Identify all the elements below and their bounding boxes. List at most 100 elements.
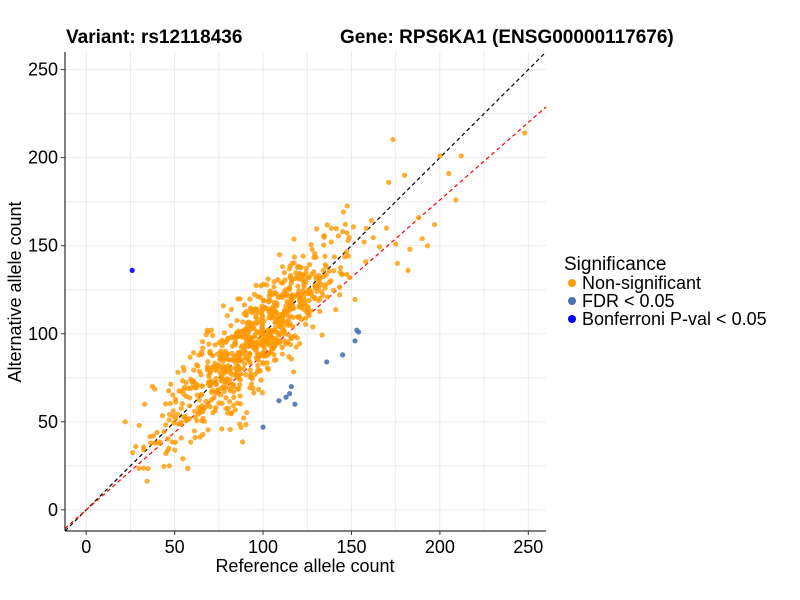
- point-non-significant: [150, 433, 157, 439]
- point-non-significant: [237, 401, 244, 407]
- point-non-significant: [279, 351, 286, 357]
- point-non-significant: [206, 341, 212, 347]
- point-non-significant: [244, 409, 250, 416]
- legend: Significance Non-significant FDR < 0.05 …: [564, 254, 767, 329]
- point-non-significant: [325, 294, 331, 300]
- point-non-significant: [226, 357, 232, 363]
- point-non-significant: [199, 383, 205, 389]
- grid: [65, 52, 546, 531]
- point-non-significant: [259, 390, 266, 396]
- point-non-significant: [284, 298, 290, 305]
- point-non-significant: [431, 221, 438, 228]
- point-non-significant: [178, 405, 184, 411]
- point-non-significant: [228, 323, 234, 329]
- point-non-significant: [264, 338, 271, 344]
- point-non-significant: [272, 324, 279, 330]
- point-non-significant: [282, 288, 288, 294]
- point-non-significant: [275, 330, 281, 337]
- point-bonferroni-p-val-0-05: [129, 267, 135, 273]
- point-non-significant: [248, 381, 255, 387]
- point-non-significant: [194, 362, 200, 368]
- point-non-significant: [242, 348, 248, 355]
- point-non-significant: [328, 239, 334, 245]
- point-non-significant: [267, 297, 273, 303]
- point-non-significant: [237, 393, 243, 399]
- point-non-significant: [363, 225, 369, 231]
- point-non-significant: [227, 426, 233, 433]
- point-non-significant: [331, 254, 337, 260]
- point-non-significant: [237, 349, 243, 355]
- point-non-significant: [302, 321, 309, 327]
- point-non-significant: [255, 319, 261, 325]
- point-non-significant: [231, 383, 237, 390]
- point-non-significant: [321, 233, 327, 239]
- legend-key-bonferroni: [568, 315, 576, 323]
- point-non-significant: [163, 450, 169, 457]
- point-non-significant: [219, 337, 225, 343]
- point-non-significant: [247, 359, 253, 366]
- x-tick-label: 200: [425, 537, 455, 557]
- point-non-significant: [344, 203, 350, 209]
- point-non-significant: [340, 209, 347, 215]
- point-non-significant: [291, 305, 297, 312]
- legend-key-fdr: [568, 297, 576, 305]
- point-non-significant: [273, 290, 279, 297]
- point-non-significant: [218, 348, 224, 354]
- point-non-significant: [317, 308, 323, 314]
- point-non-significant: [229, 350, 235, 357]
- point-non-significant: [302, 315, 309, 321]
- chart-title-gene: Gene: RPS6KA1 (ENSG00000117676): [340, 27, 674, 48]
- legend-title: Significance: [564, 254, 666, 275]
- point-non-significant: [224, 410, 231, 416]
- point-non-significant: [446, 170, 452, 177]
- point-non-significant: [223, 395, 229, 401]
- point-non-significant: [187, 354, 193, 360]
- point-non-significant: [250, 342, 256, 348]
- point-non-significant: [363, 258, 369, 265]
- point-non-significant: [213, 375, 219, 382]
- point-non-significant: [286, 266, 292, 272]
- point-non-significant: [345, 237, 351, 244]
- point-non-significant: [166, 388, 172, 394]
- point-non-significant: [361, 239, 367, 245]
- point-non-significant: [220, 303, 227, 309]
- point-non-significant: [239, 439, 246, 445]
- point-non-significant: [298, 264, 304, 271]
- point-non-significant: [190, 350, 197, 356]
- point-non-significant: [188, 439, 194, 445]
- point-non-significant: [280, 280, 286, 286]
- point-non-significant: [209, 332, 216, 339]
- y-tick-label: 0: [48, 500, 58, 520]
- point-non-significant: [255, 357, 262, 363]
- point-non-significant: [394, 260, 401, 266]
- point-non-significant: [319, 289, 325, 295]
- point-non-significant: [233, 373, 239, 379]
- point-non-significant: [218, 373, 225, 379]
- point-non-significant: [265, 351, 272, 357]
- point-non-significant: [248, 309, 255, 316]
- point-non-significant: [229, 410, 235, 416]
- axes: 0 50 100 150 200 250 0 50 100 150 200 250: [28, 52, 546, 557]
- point-non-significant: [324, 222, 330, 228]
- point-non-significant: [175, 369, 181, 375]
- point-non-significant: [288, 298, 294, 304]
- point-non-significant: [268, 311, 274, 317]
- point-non-significant: [262, 305, 269, 312]
- point-non-significant: [141, 444, 147, 450]
- point-non-significant: [198, 372, 204, 378]
- point-non-significant: [269, 329, 275, 335]
- point-non-significant: [250, 385, 256, 391]
- point-non-significant: [161, 463, 167, 470]
- point-non-significant: [191, 367, 197, 373]
- point-non-significant: [305, 304, 311, 310]
- point-non-significant: [241, 302, 248, 308]
- point-non-significant: [166, 463, 172, 469]
- legend-label-non-significant: Non-significant: [582, 273, 701, 293]
- point-non-significant: [303, 269, 309, 276]
- point-non-significant: [231, 394, 237, 401]
- point-non-significant: [320, 267, 326, 273]
- point-non-significant: [218, 378, 224, 384]
- point-non-significant: [243, 312, 249, 318]
- point-non-significant: [308, 241, 314, 248]
- point-non-significant: [171, 420, 177, 426]
